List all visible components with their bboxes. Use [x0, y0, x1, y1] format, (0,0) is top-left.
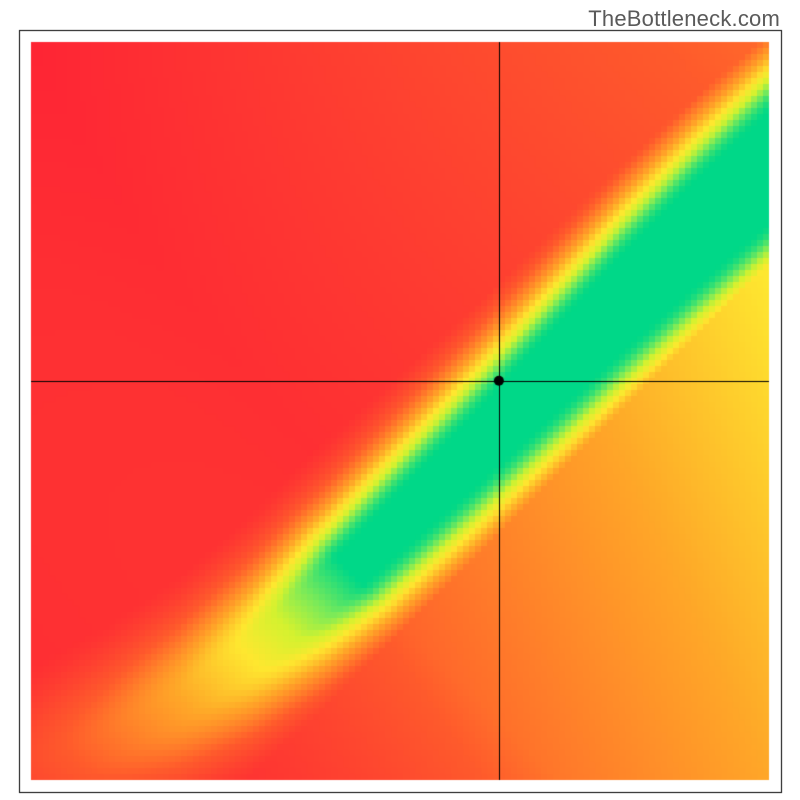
- chart-container: TheBottleneck.com: [0, 0, 800, 800]
- heatmap-canvas: [0, 0, 800, 800]
- watermark-text: TheBottleneck.com: [588, 6, 780, 32]
